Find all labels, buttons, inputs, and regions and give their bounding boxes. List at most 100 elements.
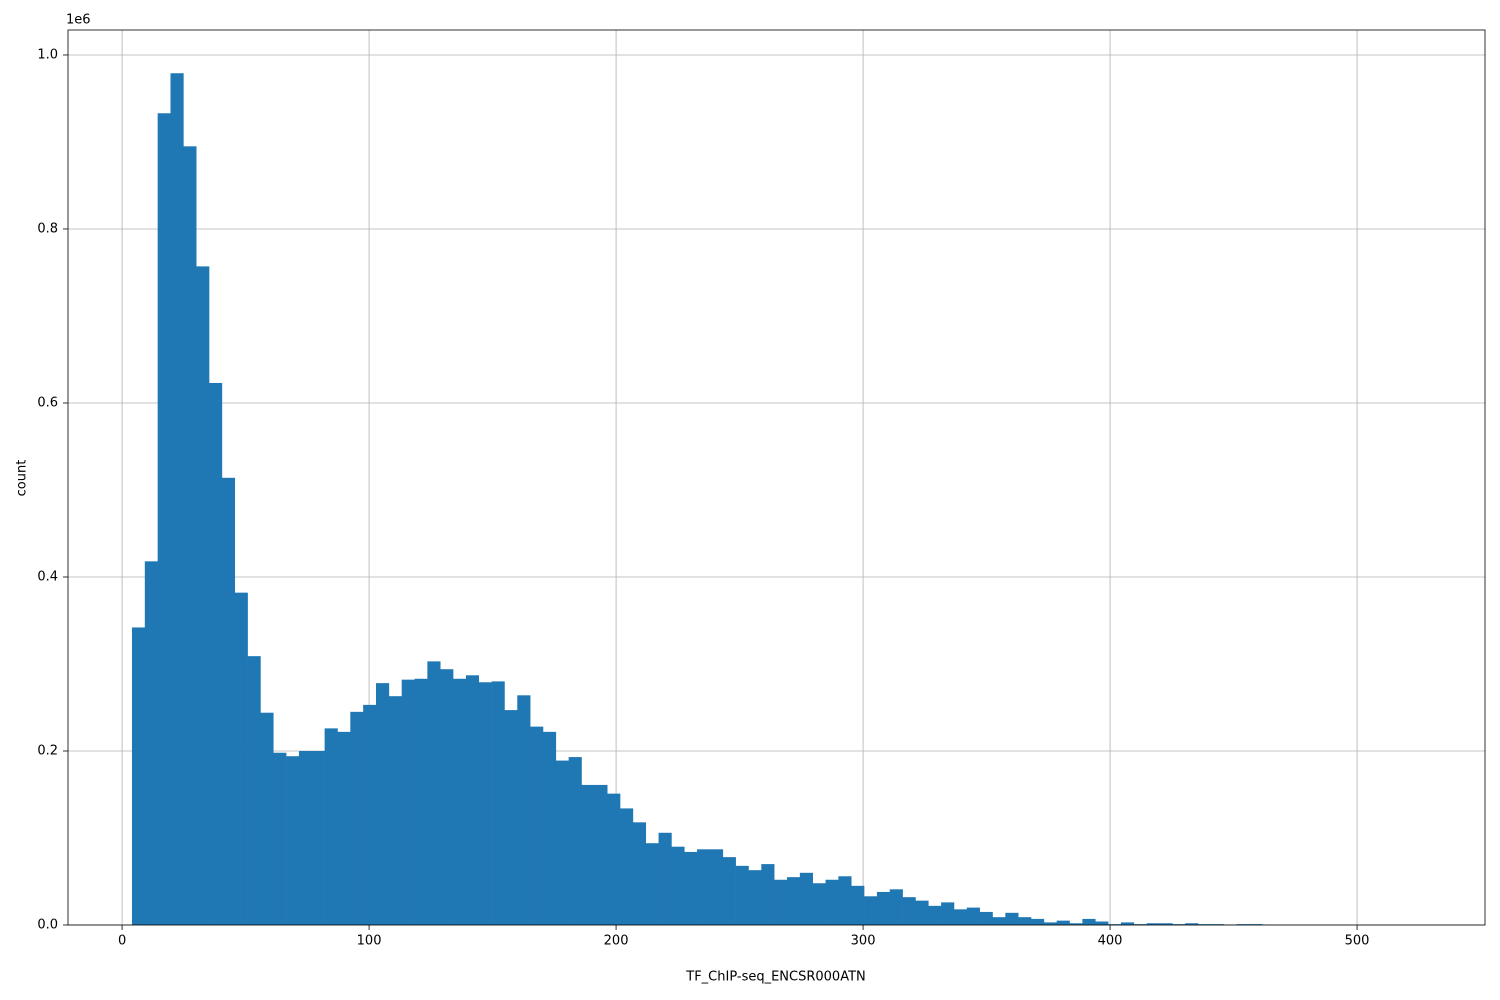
bar bbox=[1018, 917, 1032, 925]
bar bbox=[992, 917, 1006, 925]
bar bbox=[658, 832, 672, 925]
bar bbox=[684, 851, 698, 925]
bar bbox=[131, 627, 146, 925]
bar bbox=[799, 872, 813, 925]
bar bbox=[1108, 924, 1122, 925]
bar bbox=[1082, 918, 1096, 925]
bar bbox=[1210, 924, 1224, 925]
x-tick-label: 300 bbox=[851, 934, 876, 949]
bar bbox=[157, 113, 171, 925]
bar bbox=[632, 822, 647, 925]
bar bbox=[286, 756, 300, 925]
bar bbox=[530, 726, 544, 925]
bar bbox=[542, 731, 557, 925]
bar bbox=[825, 879, 839, 925]
bar bbox=[645, 843, 659, 925]
bar bbox=[1236, 924, 1250, 925]
bar bbox=[504, 710, 518, 925]
x-tick-label: 400 bbox=[1098, 934, 1123, 949]
bar bbox=[517, 695, 531, 925]
bar bbox=[247, 656, 261, 925]
x-axis-label: TF_ChIP-seq_ENCSR000ATN bbox=[685, 970, 866, 985]
bar bbox=[876, 891, 891, 925]
bar bbox=[234, 592, 248, 925]
bar bbox=[414, 678, 428, 925]
bar bbox=[979, 911, 993, 925]
bar bbox=[273, 752, 287, 925]
bar bbox=[812, 883, 826, 925]
bar bbox=[864, 896, 878, 925]
bar bbox=[1056, 920, 1070, 925]
bar bbox=[440, 669, 454, 925]
bar bbox=[953, 909, 968, 925]
bar bbox=[1185, 923, 1199, 925]
bar bbox=[568, 757, 582, 925]
bar bbox=[1249, 924, 1263, 925]
y-tick-label: 0.4 bbox=[37, 569, 58, 584]
bar bbox=[1005, 912, 1019, 925]
bar bbox=[966, 907, 980, 925]
bar bbox=[196, 266, 210, 925]
bar bbox=[1043, 922, 1058, 925]
bar bbox=[761, 864, 775, 925]
bar bbox=[209, 382, 223, 926]
bar bbox=[774, 879, 788, 925]
bar bbox=[620, 808, 634, 925]
bar bbox=[671, 846, 685, 925]
bar bbox=[478, 682, 492, 925]
x-tick-label: 200 bbox=[604, 934, 629, 949]
y-tick-label: 0.6 bbox=[37, 395, 58, 410]
y-offset-label: 1e6 bbox=[66, 13, 91, 28]
bar bbox=[350, 711, 364, 925]
bar bbox=[1069, 923, 1083, 925]
bar bbox=[915, 900, 929, 925]
bar bbox=[838, 876, 852, 925]
bar bbox=[1133, 924, 1147, 925]
bar bbox=[594, 784, 608, 925]
bar bbox=[786, 877, 801, 925]
bar bbox=[941, 902, 955, 925]
x-tick-label: 500 bbox=[1345, 934, 1370, 949]
bar bbox=[1172, 924, 1186, 925]
bar bbox=[902, 897, 916, 925]
bar bbox=[337, 731, 351, 925]
bar bbox=[427, 661, 441, 925]
bar bbox=[697, 849, 711, 925]
bar bbox=[144, 561, 158, 925]
bar bbox=[1120, 922, 1135, 925]
bar bbox=[401, 679, 415, 925]
y-tick-label: 0.8 bbox=[37, 221, 58, 236]
bar bbox=[170, 73, 184, 926]
bar bbox=[722, 857, 736, 925]
x-tick-label: 100 bbox=[357, 934, 382, 949]
bar bbox=[555, 760, 569, 925]
bar bbox=[221, 477, 236, 925]
bar bbox=[376, 683, 390, 925]
bar bbox=[453, 678, 467, 925]
bar bbox=[311, 750, 325, 925]
bar bbox=[491, 681, 505, 925]
bar bbox=[183, 146, 197, 926]
bar bbox=[581, 784, 595, 925]
bar bbox=[709, 849, 724, 925]
bar bbox=[388, 696, 402, 925]
plot-frame bbox=[67, 29, 1486, 926]
bar bbox=[298, 750, 313, 925]
bar bbox=[324, 728, 338, 925]
bar bbox=[1197, 924, 1212, 925]
bar bbox=[735, 865, 749, 925]
bar bbox=[748, 870, 762, 925]
bar bbox=[607, 793, 621, 925]
bar bbox=[1095, 921, 1109, 925]
y-tick-label: 0.2 bbox=[37, 743, 58, 758]
bar bbox=[465, 675, 480, 925]
bar bbox=[851, 885, 865, 925]
bar bbox=[260, 712, 274, 925]
bar bbox=[1146, 923, 1160, 925]
y-axis-label: count bbox=[15, 460, 30, 497]
bar bbox=[1031, 918, 1045, 925]
bar bbox=[363, 704, 377, 925]
y-tick-label: 1.0 bbox=[37, 47, 58, 62]
bar bbox=[889, 889, 903, 925]
